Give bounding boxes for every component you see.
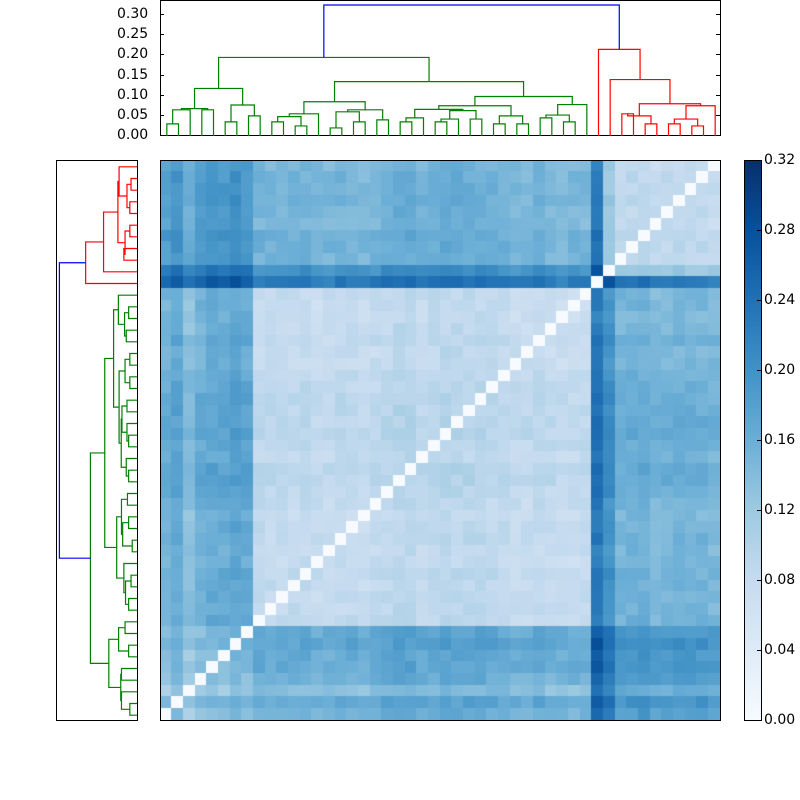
colorbar-tick-label: 0.04 [764, 642, 796, 658]
y-tick [716, 94, 720, 96]
heatmap [160, 160, 721, 721]
colorbar-tick-label: 0.32 [764, 152, 796, 168]
colorbar-tick [757, 160, 761, 161]
colorbar-tick-label: 0.28 [764, 222, 796, 238]
colorbar-frame [744, 160, 762, 721]
heatmap-frame [160, 160, 721, 721]
y-tick [160, 74, 164, 76]
y-tick [716, 34, 720, 36]
top-dendrogram [160, 0, 721, 136]
colorbar-tick [757, 230, 761, 231]
colorbar-tick-label: 0.00 [764, 712, 796, 728]
colorbar-tick-label: 0.12 [764, 502, 796, 518]
colorbar-tick-label: 0.16 [764, 432, 796, 448]
y-tick [716, 114, 720, 116]
top-dendrogram-y-tick-label: 0.00 [117, 127, 149, 143]
y-tick [716, 135, 720, 136]
colorbar-tick [757, 300, 761, 301]
y-tick [160, 34, 164, 36]
top-dendrogram-y-tick-label: 0.25 [117, 26, 149, 43]
y-tick [160, 135, 164, 136]
y-tick [716, 14, 720, 16]
y-tick [160, 114, 164, 116]
colorbar-tick [757, 370, 761, 371]
colorbar-tick [757, 650, 761, 651]
top-dendrogram-y-tick-label: 0.20 [117, 46, 149, 63]
colorbar-tick-label: 0.20 [764, 362, 796, 378]
colorbar-tick [757, 720, 761, 721]
colorbar-tick-label: 0.24 [764, 292, 796, 308]
left-dendrogram [56, 160, 138, 721]
colorbar-gradient [744, 160, 761, 720]
top-dendrogram-y-tick-label: 0.30 [117, 6, 149, 23]
colorbar-tick-label: 0.08 [764, 572, 796, 588]
y-tick [160, 14, 164, 16]
top-dendrogram-y-tick-label: 0.05 [117, 106, 149, 123]
y-tick [716, 74, 720, 76]
colorbar-tick [757, 580, 761, 581]
y-tick [160, 54, 164, 56]
top-dendrogram-y-tick-label: 0.15 [117, 66, 149, 83]
left-dendrogram-lines [58, 166, 137, 716]
colorbar-tick [757, 440, 761, 441]
heatmap-cells [160, 160, 720, 720]
top-dendrogram-lines [166, 4, 716, 136]
top-dendrogram-y-tick-label: 0.10 [117, 86, 149, 103]
y-tick [160, 94, 164, 96]
colorbar-tick [757, 510, 761, 511]
y-tick [716, 54, 720, 56]
